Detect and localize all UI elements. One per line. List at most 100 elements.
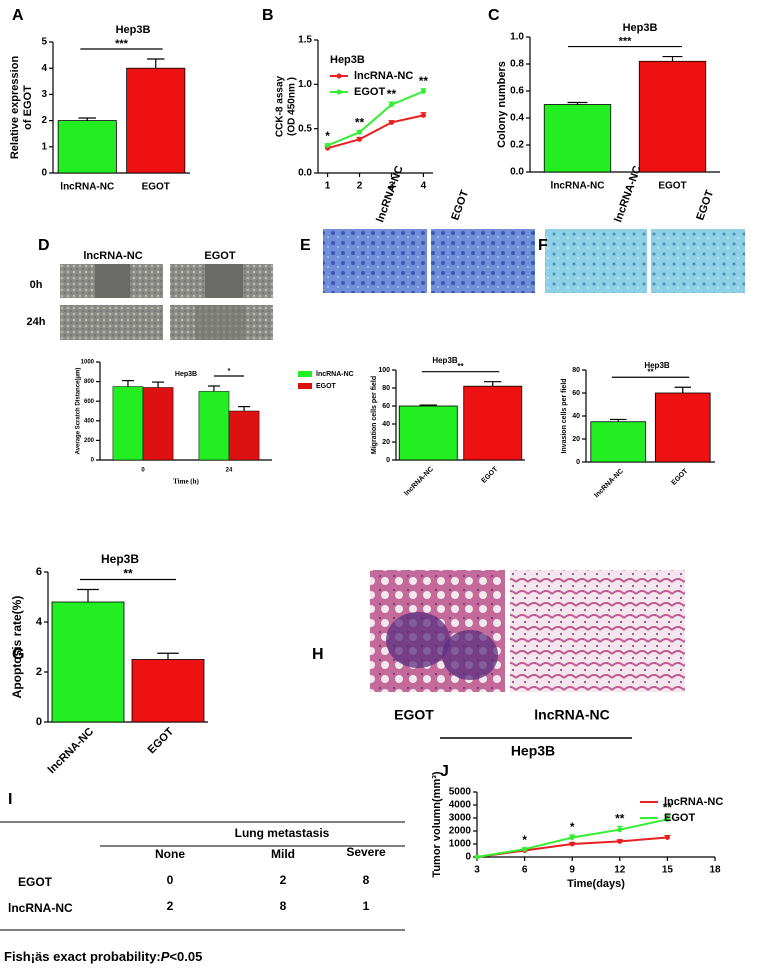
cell: 0 [167, 873, 174, 887]
y-tick-label: 20 [572, 436, 580, 443]
panel-letter: I [8, 791, 12, 808]
point [420, 88, 426, 94]
column-header: Severe [346, 845, 386, 859]
bar [131, 659, 205, 723]
y-axis-label: Apoptosis rate(%) [10, 596, 24, 699]
annotation: * [570, 820, 575, 834]
y-tick-label: 1 [41, 141, 47, 152]
bar [112, 386, 144, 461]
scratch-images: lncRNA-NC EGOT 0h 24h [27, 250, 273, 340]
x-tick-label: 0 [141, 468, 145, 474]
histology-images: H EGOT lncRNA-NC Hep3B [312, 570, 685, 759]
chart-title: Hep3B [175, 371, 197, 378]
y-tick-label: 4 [41, 63, 47, 74]
annotation: ** [355, 116, 365, 130]
y-tick-label: 0.8 [510, 59, 524, 70]
point [664, 816, 670, 822]
x-tick-label: 3 [389, 181, 395, 192]
legend-label: EGOT [664, 812, 695, 824]
point [474, 854, 480, 860]
point [388, 102, 394, 108]
x-axis-label: Time (h) [173, 478, 199, 486]
image-row-label: 0h [30, 279, 43, 291]
y-tick-label: 80 [572, 367, 580, 374]
footnote-text: P [161, 949, 170, 964]
x-tick-label: EGOT [142, 182, 170, 193]
column-header: None [155, 847, 185, 861]
legend-marker [336, 73, 342, 79]
chart-title: Hep3B [101, 552, 139, 566]
y-tick-label: 40 [382, 421, 390, 428]
y-tick-label: 5000 [449, 787, 472, 798]
image-label: lncRNA-NC [534, 707, 609, 723]
y-tick-label: 0.4 [510, 113, 524, 124]
legend-label: lncRNA-NC [316, 371, 354, 378]
y-tick-label: 1.0 [510, 32, 524, 43]
annotation: ** [663, 801, 673, 815]
y-axis-label: Relative expression [9, 56, 21, 160]
x-tick-label: 1 [325, 181, 331, 192]
x-tick-label: 2 [357, 181, 363, 192]
point [357, 129, 363, 135]
significance-label: ** [123, 567, 133, 581]
panel-letter: E [300, 237, 311, 254]
annotation: ** [419, 74, 429, 88]
point [420, 112, 426, 118]
image-column-label: EGOT [694, 188, 716, 222]
y-tick-label: 0 [465, 852, 471, 863]
image-column-label: lncRNA-NC [612, 164, 644, 224]
table-title: Lung metastasis [235, 826, 330, 840]
legend-label: lncRNA-NC [664, 796, 723, 808]
bar [51, 601, 125, 723]
image-detail [386, 612, 450, 668]
point [617, 827, 623, 833]
y-tick-label: 1000 [449, 839, 472, 850]
row-header: lncRNA-NC [8, 901, 73, 915]
image-column-label: lncRNA-NC [83, 250, 142, 262]
image-label: EGOT [394, 707, 434, 723]
point [664, 835, 670, 840]
y-axis-label: Colony numbers [496, 61, 508, 148]
image-detail [442, 630, 498, 680]
legend-label: EGOT [316, 383, 337, 390]
y-tick-label: 80 [382, 385, 390, 392]
x-tick-label: lncRNA-NC [60, 182, 114, 193]
bar [543, 104, 612, 173]
x-tick-label: lncRNA-NC [593, 468, 625, 500]
y-tick-label: 6 [36, 566, 42, 578]
y-tick-label: 0.0 [510, 167, 524, 178]
y-tick-label: 400 [84, 418, 95, 424]
image-gap [205, 264, 243, 298]
panel-letter: A [12, 7, 24, 24]
legend-label: EGOT [354, 86, 385, 98]
significance-label: ** [647, 367, 654, 376]
y-tick-label: 40 [572, 413, 580, 420]
legend-marker [336, 89, 342, 95]
y-tick-label: 2 [41, 115, 47, 126]
point [388, 119, 394, 125]
series-line [327, 114, 424, 150]
y-tick-label: 3000 [449, 813, 472, 824]
y-tick-label: 200 [84, 438, 95, 444]
legend-title: Hep3B [330, 54, 365, 66]
chart-title: Hep3B [432, 356, 458, 365]
y-tick-label: 20 [382, 439, 390, 446]
x-tick-label: lncRNA-NC [551, 181, 605, 192]
bar [126, 67, 186, 174]
y-tick-label: 1.0 [298, 79, 312, 90]
y-axis-label: (OD 450nm ) [287, 77, 298, 136]
y-axis-label: CCK-8 assay [275, 75, 286, 137]
y-tick-label: 0.2 [510, 140, 524, 151]
annotation: * [325, 129, 330, 143]
cell: 2 [280, 873, 287, 887]
bar [463, 385, 523, 461]
image-gap [95, 264, 130, 298]
y-tick-label: 1.5 [298, 35, 312, 46]
footnote-text: <0.05 [169, 949, 202, 964]
panel-letter: B [262, 7, 274, 24]
footnote: Fish¡äs exact probability:P<0.05 [4, 949, 202, 964]
footnote-text: Fish¡äs exact probability: [4, 949, 161, 964]
y-tick-label: 1000 [81, 360, 95, 366]
x-tick-label: EGOT [146, 725, 177, 756]
